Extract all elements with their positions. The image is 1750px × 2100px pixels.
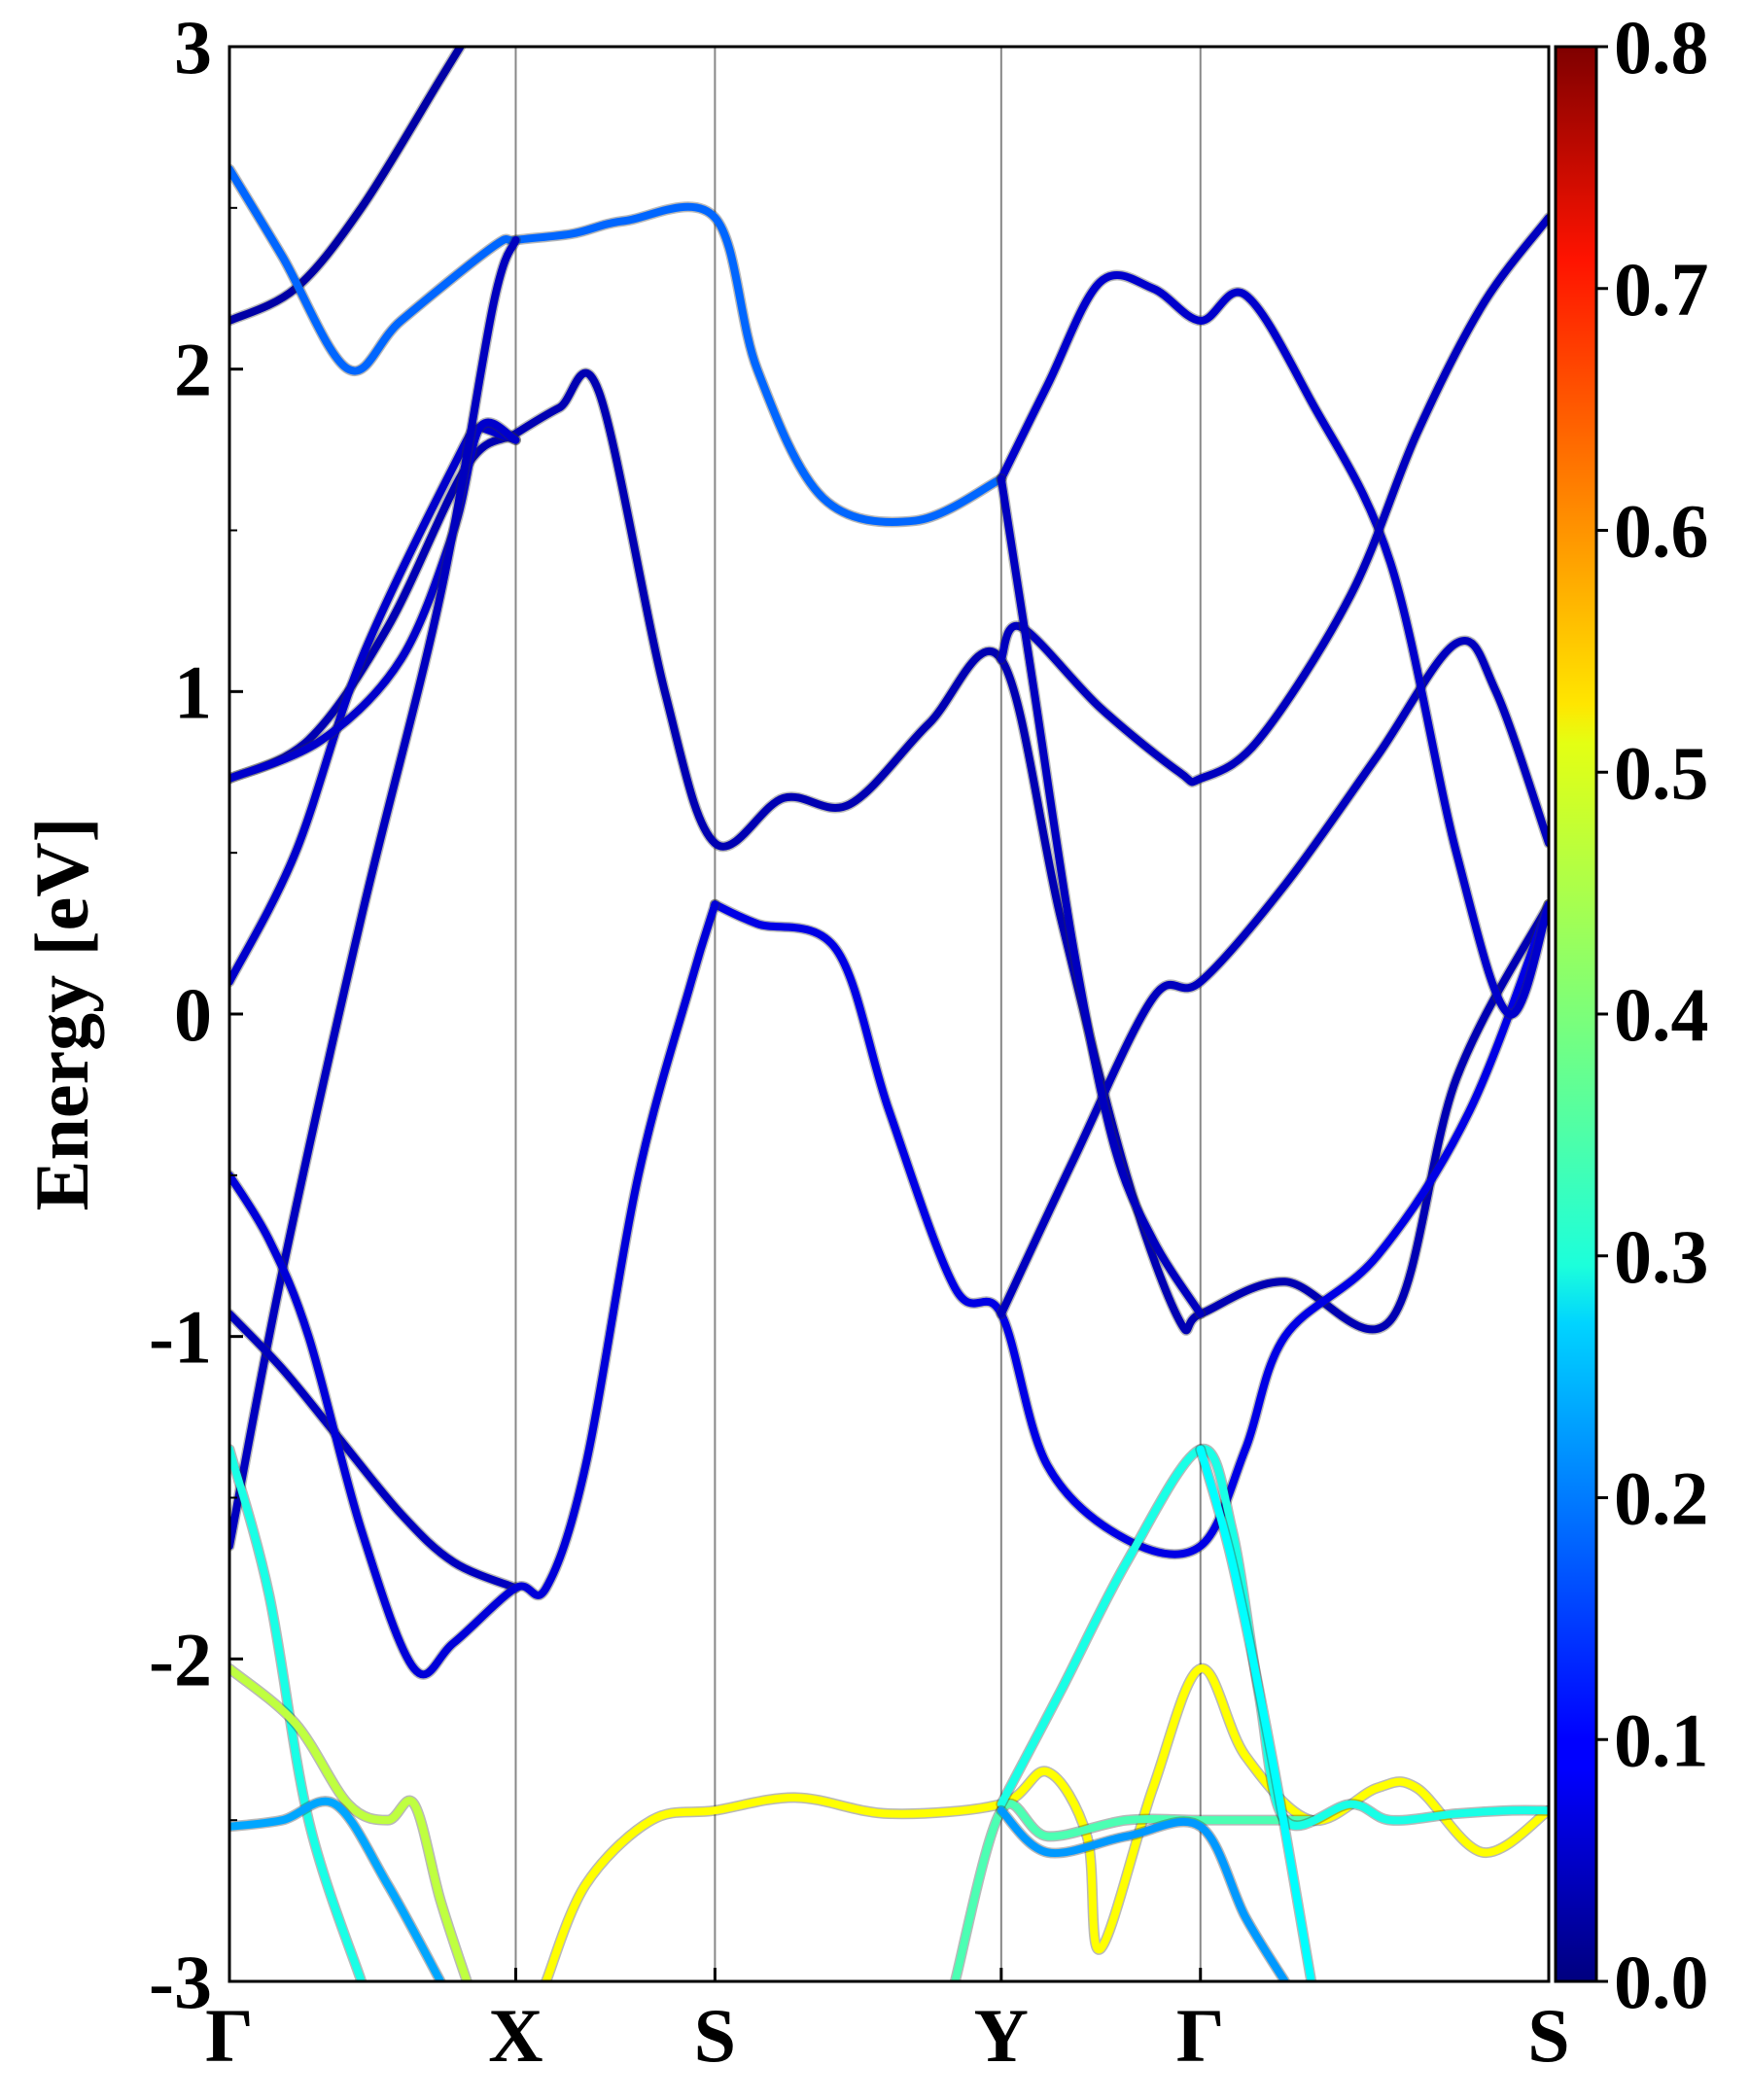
plot-frame — [228, 45, 1551, 1983]
colorbar-gradient — [1554, 45, 1598, 1983]
y-tick-label: -3 — [149, 1940, 212, 2024]
k-point-label: Γ — [205, 1993, 254, 2078]
band-line — [229, 422, 520, 986]
band-line-outline — [996, 472, 1207, 1319]
band-line — [229, 1664, 472, 1981]
band-line — [229, 368, 1549, 1335]
colorbar-tick-label: 0.5 — [1614, 730, 1709, 815]
k-point-label: Γ — [1176, 1993, 1225, 2078]
band-line-outline — [229, 47, 467, 327]
band-line — [997, 1806, 1289, 1981]
band-line — [997, 637, 1549, 1318]
band-lines — [229, 47, 1549, 1981]
band-line — [711, 900, 1549, 1558]
k-point-label: Y — [974, 1993, 1029, 2078]
high-symmetry-lines — [514, 47, 1202, 1981]
colorbar: 0.0 0.1 0.2 0.3 0.4 0.5 0.6 0.7 0.8 — [1554, 5, 1709, 2024]
band-line — [229, 236, 520, 1551]
y-tick-label: 2 — [174, 328, 212, 412]
y-tick-label: 3 — [174, 5, 212, 89]
band-line — [229, 1310, 520, 1592]
y-axis: -3 -2 -1 0 1 2 3 — [149, 5, 243, 2024]
y-axis-label: Energy [eV] — [19, 817, 104, 1210]
colorbar-tick-label: 0.1 — [1614, 1698, 1709, 1782]
y-tick-label: 0 — [174, 972, 212, 1057]
band-line — [229, 418, 520, 783]
band-line — [542, 1664, 1549, 1981]
k-point-label: S — [694, 1993, 736, 2078]
k-point-label: S — [1527, 1993, 1569, 2078]
band-line — [1196, 1445, 1315, 1981]
band-line-outline — [229, 898, 720, 1680]
y-tick-label: -2 — [149, 1617, 212, 1701]
colorbar-tick-label: 0.4 — [1614, 972, 1709, 1057]
y-tick-label: 1 — [174, 649, 212, 734]
colorbar-tick-label: 0.3 — [1614, 1214, 1709, 1299]
y-tick-label: -1 — [149, 1295, 212, 1380]
band-line — [997, 271, 1549, 1019]
band-line — [951, 1800, 1315, 1981]
colorbar-tick-label: 0.6 — [1614, 489, 1709, 574]
colorbar-tick-label: 0.8 — [1614, 5, 1709, 89]
band-line — [229, 165, 1005, 526]
colorbar-tick-label: 0.2 — [1614, 1456, 1709, 1541]
colorbar-tick-label: 0.7 — [1614, 247, 1709, 332]
band-line — [229, 900, 719, 1679]
colorbar-tick-label: 0.0 — [1614, 1940, 1709, 2024]
band-line — [229, 1445, 366, 1981]
k-point-label: X — [488, 1993, 542, 2078]
band-line — [229, 1797, 445, 1981]
band-line — [229, 47, 466, 325]
band-line — [997, 213, 1549, 787]
band-line — [997, 474, 1205, 1318]
band-line-outline — [229, 417, 521, 785]
